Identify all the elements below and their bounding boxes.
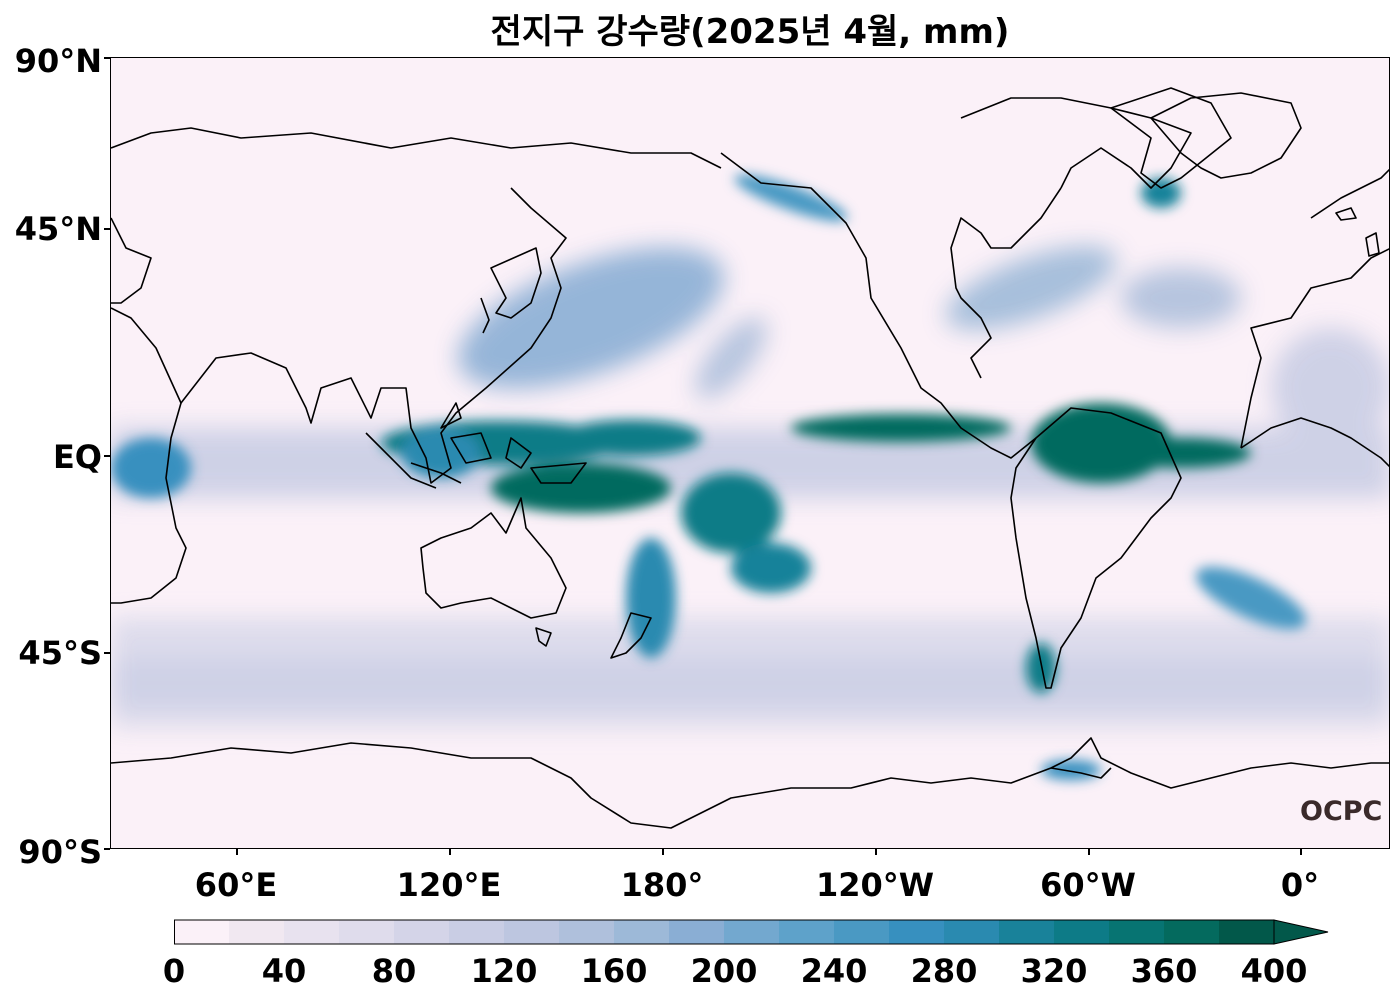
colorbar-segment <box>834 920 890 944</box>
colorbar-border <box>174 919 1275 945</box>
lat-label-90s: 90°S <box>18 833 102 871</box>
colorbar-segment <box>614 920 670 944</box>
colorbar-segment <box>724 920 780 944</box>
colorbar-tick-label: 160 <box>580 952 648 990</box>
lon-label-60e: 60°E <box>194 866 278 904</box>
lat-label-eq: EQ <box>52 438 102 476</box>
colorbar-tick-label: 40 <box>261 952 307 990</box>
lat-tick <box>104 455 110 457</box>
precipitation-map <box>110 57 1390 849</box>
lon-tick <box>875 849 877 855</box>
lon-tick <box>1300 849 1302 855</box>
colorbar-segment <box>779 920 835 944</box>
colorbar-tick-label: 0 <box>162 952 186 990</box>
ocpc-logo: OCPC <box>1300 796 1383 827</box>
colorbar-tick-label: 320 <box>1020 952 1088 990</box>
colorbar-segment <box>394 920 450 944</box>
precipitation-field <box>111 246 1389 728</box>
colorbar-segment <box>174 920 230 944</box>
lon-tick <box>236 849 238 855</box>
lon-label-120w: 120°W <box>815 866 935 904</box>
colorbar-extend-arrow <box>1273 919 1329 945</box>
colorbar-segment <box>999 920 1055 944</box>
colorbar-tick-label: 400 <box>1240 952 1308 990</box>
lon-label-60w: 60°W <box>1040 866 1136 904</box>
colorbar-tick-label: 120 <box>470 952 538 990</box>
colorbar-segment <box>449 920 505 944</box>
colorbar-tick-label: 280 <box>910 952 978 990</box>
lon-tick <box>662 849 664 855</box>
colorbar-segment <box>944 920 1000 944</box>
colorbar-segment <box>284 920 340 944</box>
colorbar-segment <box>1164 920 1220 944</box>
lon-tick <box>449 849 451 855</box>
colorbar-segment <box>339 920 395 944</box>
colorbar-tick-label: 240 <box>800 952 868 990</box>
colorbar-segment <box>504 920 560 944</box>
colorbar-segment <box>889 920 945 944</box>
colorbar-segment <box>229 920 285 944</box>
lon-label-120e: 120°E <box>396 866 502 904</box>
colorbar-segment <box>1054 920 1110 944</box>
colorbar-tick-label: 200 <box>690 952 758 990</box>
colorbar-tick-label: 80 <box>371 952 417 990</box>
colorbar-segment <box>669 920 725 944</box>
colorbar <box>174 919 1329 945</box>
lon-tick <box>1088 849 1090 855</box>
colorbar-segment <box>1109 920 1165 944</box>
coastlines <box>111 87 1389 829</box>
colorbar-segment <box>559 920 615 944</box>
lat-tick <box>104 228 110 230</box>
lat-tick <box>104 848 110 850</box>
lat-tick <box>104 57 110 59</box>
lat-label-45n: 45°N <box>14 210 102 248</box>
lon-label-180: 180° <box>620 866 704 904</box>
lon-label-0: 0° <box>1280 866 1320 904</box>
lat-label-90n: 90°N <box>14 42 102 80</box>
map-title: 전지구 강수량(2025년 4월, mm) <box>490 12 1010 52</box>
colorbar-segment <box>1219 920 1275 944</box>
colorbar-tick-label: 360 <box>1130 952 1198 990</box>
lat-label-45s: 45°S <box>18 634 102 672</box>
lat-tick <box>104 652 110 654</box>
